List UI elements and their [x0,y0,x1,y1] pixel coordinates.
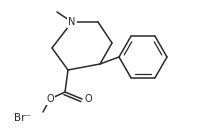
Text: N: N [68,17,75,27]
Text: Br⁻: Br⁻ [14,113,31,123]
Text: O: O [85,94,92,104]
Text: O: O [46,94,54,104]
